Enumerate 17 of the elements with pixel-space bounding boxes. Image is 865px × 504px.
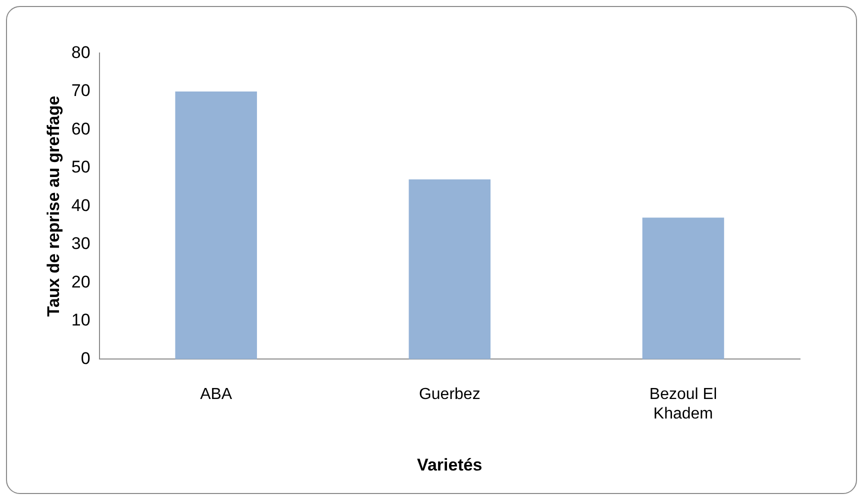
y-tick-label: 30	[71, 234, 90, 254]
bar	[408, 179, 491, 360]
x-tick-label: Guerbez	[418, 386, 480, 404]
y-tick-label: 60	[71, 119, 90, 138]
bar	[642, 218, 724, 360]
x-tick-label: Bezoul El Khadem	[649, 386, 718, 422]
x-tick-label: ABA	[200, 386, 232, 404]
y-tick-label: 70	[71, 81, 90, 100]
y-tick-label: 50	[71, 158, 90, 177]
y-tick-label: 0	[80, 348, 90, 368]
y-axis-title: Taux de reprise au greffage	[44, 96, 63, 317]
y-tick-label: 80	[71, 42, 90, 62]
y-tick-label: 20	[71, 272, 90, 292]
y-tick-label: 10	[71, 310, 90, 330]
x-axis-title: Varietés	[417, 455, 482, 474]
y-tick-label: 40	[71, 196, 90, 215]
bar	[175, 91, 257, 360]
